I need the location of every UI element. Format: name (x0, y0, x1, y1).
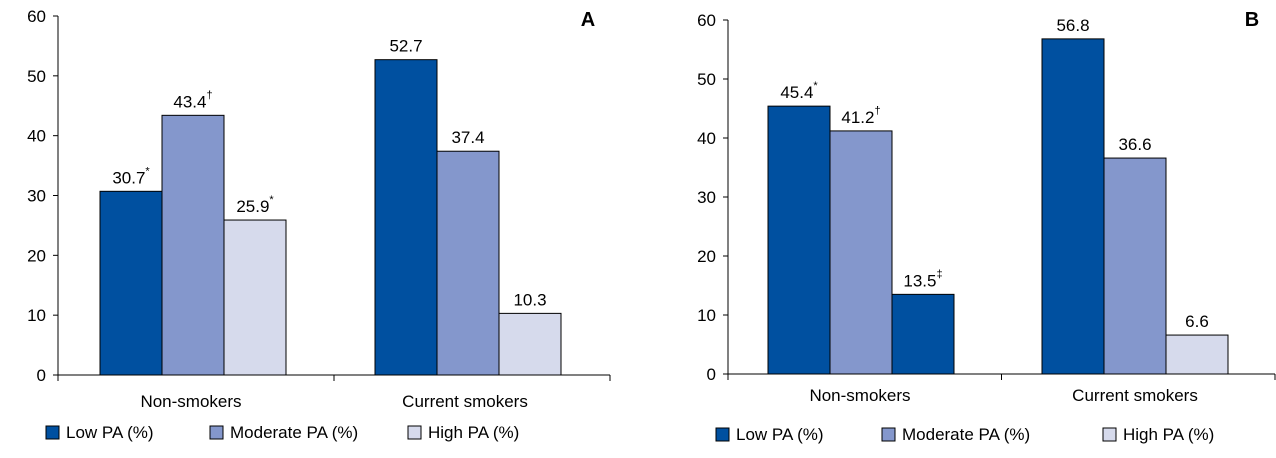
significance-mark: ‡ (936, 268, 942, 280)
value-label: 41.2† (841, 105, 880, 127)
significance-mark: * (269, 194, 274, 206)
value-text: 52.7 (389, 37, 422, 56)
bar-low-pa-current-smokers (1041, 38, 1105, 375)
value-text: 36.6 (1118, 135, 1151, 154)
y-tick-label: 50 (27, 67, 46, 86)
panel-label: A (581, 9, 595, 31)
y-tick-label: 60 (27, 7, 46, 26)
y-tick-label: 20 (27, 246, 46, 265)
y-tick-label: 30 (697, 188, 716, 207)
bar-low-pa-non-smokers (891, 293, 955, 375)
y-tick-label: 60 (697, 11, 716, 30)
y-tick-label: 50 (697, 70, 716, 89)
bar-moderate-pa-current-smokers (1103, 157, 1167, 375)
legend-label: Low PA (%) (736, 425, 824, 444)
bar-moderate-pa-current-smokers (436, 150, 500, 376)
legend-swatch-high-pa (1102, 427, 1117, 442)
significance-mark: † (874, 105, 880, 117)
bar-low-pa-current-smokers (1165, 334, 1229, 375)
value-text: 45.4 (780, 83, 813, 102)
y-tick-label: 0 (37, 366, 46, 385)
legend-swatch-high-pa (407, 425, 422, 440)
legend-label: Moderate PA (%) (902, 425, 1030, 444)
legend-swatch-low-pa (45, 425, 60, 440)
significance-mark: * (813, 80, 818, 92)
legend-label: Moderate PA (%) (230, 423, 358, 442)
value-label: 36.6 (1118, 135, 1151, 154)
legend-label: High PA (%) (428, 423, 519, 442)
value-label: 37.4 (451, 128, 484, 147)
significance-mark: † (206, 89, 212, 101)
value-label: 25.9* (236, 194, 274, 216)
x-category-label: Current smokers (402, 392, 528, 411)
significance-mark: * (145, 165, 150, 177)
bar-low-pa-non-smokers (99, 190, 163, 376)
value-label: 43.4† (173, 89, 212, 111)
value-text: 10.3 (513, 290, 546, 309)
bar-moderate-pa-non-smokers (161, 114, 225, 376)
chart-panel-a: 0 10 20 30 40 50 60 Non-smokers Current smokers 3… (27, 7, 611, 442)
value-label: 13.5‡ (903, 268, 942, 290)
y-tick-label: 40 (27, 127, 46, 146)
value-text: 37.4 (451, 128, 484, 147)
bar-low-pa-non-smokers (767, 105, 831, 375)
value-label: 6.6 (1185, 312, 1209, 331)
value-text: 30.7 (112, 168, 145, 187)
value-label: 56.8 (1056, 16, 1089, 35)
y-tick-label: 40 (697, 129, 716, 148)
legend-swatch-low-pa (715, 427, 730, 442)
value-text: 6.6 (1185, 312, 1209, 331)
bar-moderate-pa-non-smokers (829, 130, 893, 375)
y-tick-label: 10 (697, 306, 716, 325)
x-category-label: Non-smokers (809, 386, 910, 405)
value-label: 10.3 (513, 290, 546, 309)
chart-panel-b: 0 10 20 30 40 50 60 Non-smokers Current smokers 4… (697, 9, 1276, 444)
value-text: 25.9 (236, 197, 269, 216)
bar-high-pa-current-smokers (498, 312, 562, 376)
y-tick-label: 10 (27, 306, 46, 325)
panel-label: B (1245, 9, 1259, 31)
value-label: 45.4* (780, 80, 818, 102)
legend-label: Low PA (%) (66, 423, 154, 442)
legend: Low PA (%) Moderate PA (%) High PA (%) (45, 423, 519, 442)
legend-label: High PA (%) (1123, 425, 1214, 444)
legend: Low PA (%) Moderate PA (%) High PA (%) (715, 425, 1214, 444)
value-text: 43.4 (173, 92, 206, 111)
x-category-label: Non-smokers (140, 392, 241, 411)
y-tick-label: 20 (697, 247, 716, 266)
value-text: 13.5 (903, 271, 936, 290)
bar-low-pa-current-smokers (374, 59, 438, 376)
bar-high-pa-non-smokers (223, 219, 287, 376)
value-text: 41.2 (841, 108, 874, 127)
value-label: 30.7* (112, 165, 150, 187)
x-category-label: Current smokers (1072, 386, 1198, 405)
legend-swatch-moderate-pa (881, 427, 896, 442)
value-label: 52.7 (389, 37, 422, 56)
legend-swatch-moderate-pa (209, 425, 224, 440)
y-tick-label: 0 (707, 365, 716, 384)
y-tick-label: 30 (27, 187, 46, 206)
value-text: 56.8 (1056, 16, 1089, 35)
